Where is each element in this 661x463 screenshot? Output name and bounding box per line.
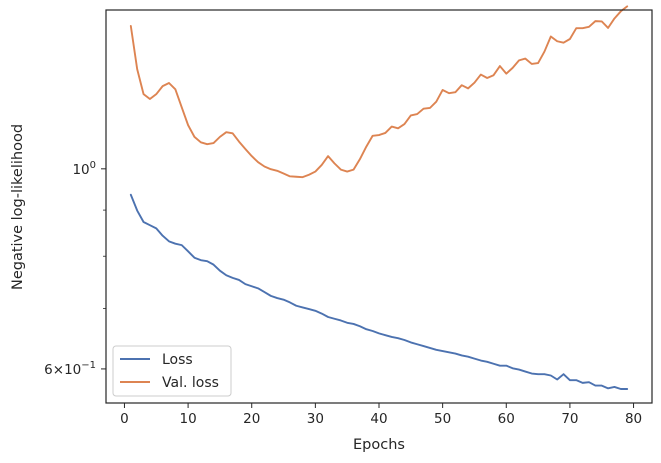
x-axis: 0 10 20 30 40 50 60 70 80	[120, 403, 642, 427]
y-tick-label-part: 10	[72, 162, 89, 178]
legend-val-loss-label: Val. loss	[162, 375, 219, 391]
y-axis-label: Negative log-likelihood	[10, 124, 26, 290]
series-line-loss	[129, 193, 629, 390]
series-line-val-loss	[129, 5, 629, 179]
legend-loss-label: Loss	[162, 352, 193, 368]
y-tick-label-exponent: 0	[90, 160, 96, 171]
x-tick-label: 60	[498, 411, 515, 427]
y-tick-label-exponent: −1	[81, 360, 96, 371]
y-tick-label-part: 6	[44, 362, 53, 378]
x-tick-label: 20	[243, 411, 260, 427]
y-tick-label: 6×10−1	[44, 360, 96, 378]
x-tick-label: 70	[561, 411, 578, 427]
legend: Loss Val. loss	[112, 345, 232, 397]
x-axis-label: Epochs	[353, 437, 405, 453]
y-tick-label-part: 10	[64, 362, 81, 378]
x-tick-label: 50	[434, 411, 451, 427]
x-tick-label: 0	[120, 411, 129, 427]
x-tick-label: 10	[179, 411, 196, 427]
y-tick-label-part: ×	[53, 362, 64, 378]
x-tick-label: 30	[307, 411, 324, 427]
plot-lines	[129, 5, 629, 390]
x-tick-label: 40	[370, 411, 387, 427]
plot-frame	[105, 9, 653, 404]
y-tick-label: 100	[72, 160, 96, 178]
x-tick-label: 80	[625, 411, 642, 427]
